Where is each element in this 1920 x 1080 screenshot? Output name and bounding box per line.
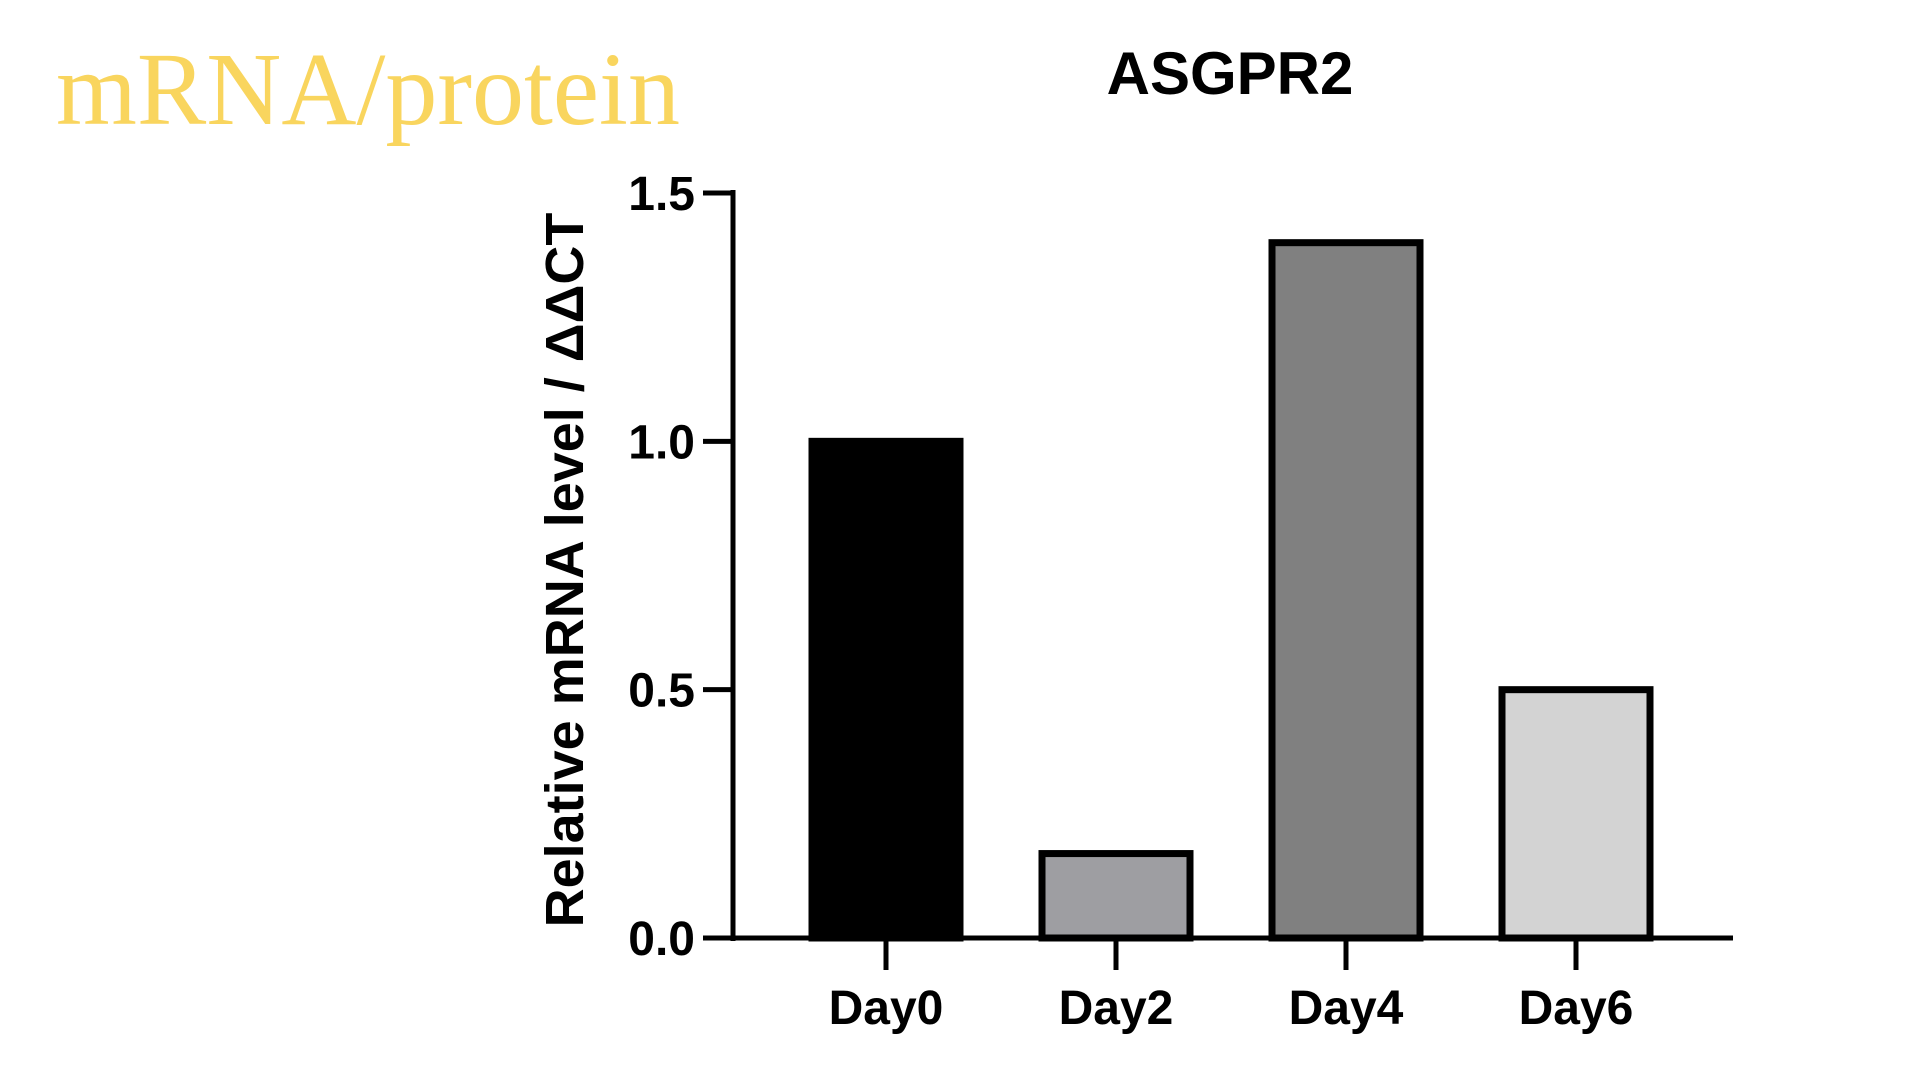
y-tick-label: 0.0: [628, 913, 695, 966]
y-axis-label: Relative mRNA level / ΔΔCT: [535, 213, 595, 928]
bar-day4: [1268, 239, 1424, 942]
y-tick-label: 0.5: [628, 665, 695, 718]
y-tick-label: 1.0: [628, 416, 695, 469]
x-tick-label: Day6: [1519, 982, 1634, 1035]
y-tick-label: 1.5: [628, 168, 695, 221]
x-axis-ticks: Day0 Day2 Day4 Day6: [829, 938, 1634, 1035]
slide-heading: mRNA/protein: [56, 32, 680, 147]
y-axis-ticks: 0.0 0.5 1.0 1.5: [628, 168, 733, 966]
x-tick-label: Day2: [1059, 982, 1174, 1035]
bar-day6: [1498, 686, 1654, 942]
bar-day0: [808, 437, 964, 942]
bars: [808, 239, 1654, 942]
chart-title: ASGPR2: [1107, 40, 1354, 107]
x-tick-label: Day4: [1289, 982, 1404, 1035]
x-tick-label: Day0: [829, 982, 944, 1035]
bar-day2: [1038, 850, 1194, 942]
